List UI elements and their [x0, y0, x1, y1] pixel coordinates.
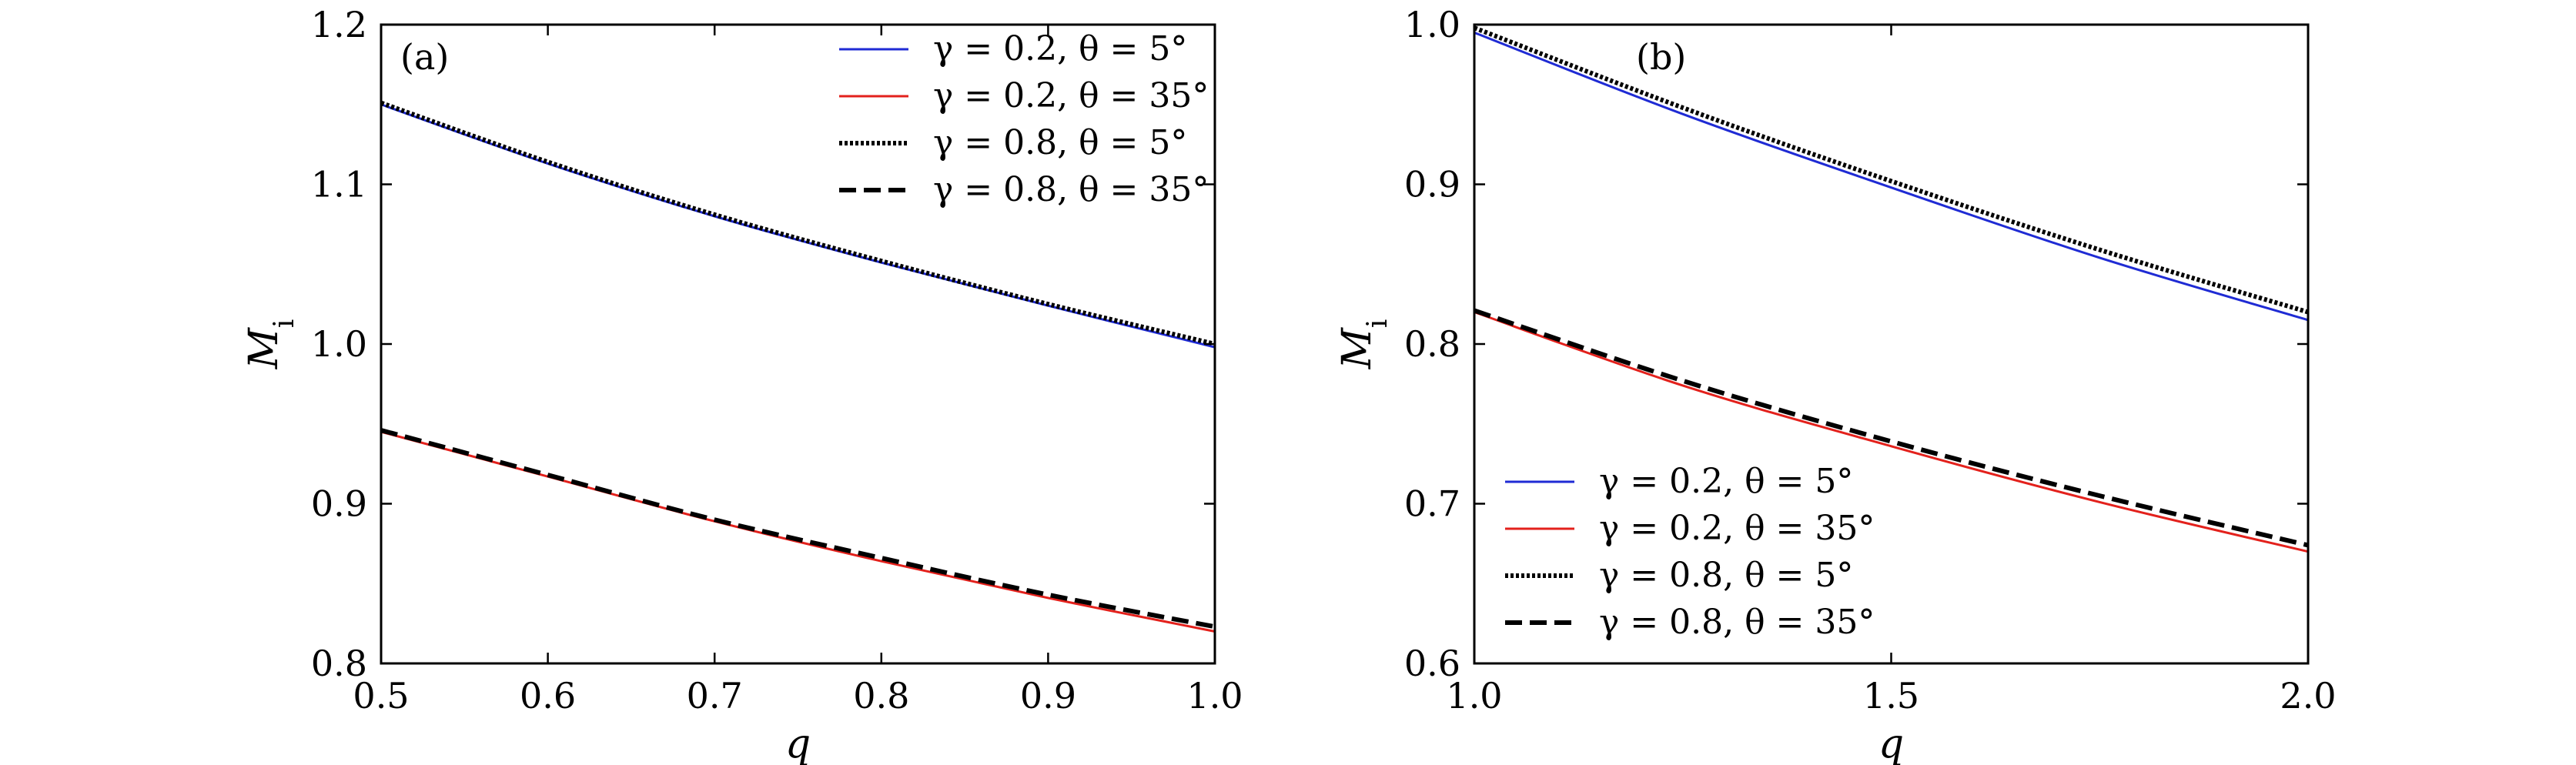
legend-label-1: γ = 0.2, θ = 5°	[1599, 462, 1853, 501]
y-tick-label: 0.7	[1404, 483, 1460, 525]
y-tick-label: 0.6	[1404, 643, 1460, 684]
y-tick-label: 1.2	[311, 4, 367, 45]
legend-label-3: γ = 0.8, θ = 5°	[1599, 556, 1853, 595]
x-tick-label: 1.5	[1863, 675, 1919, 717]
series-line-3	[380, 100, 1216, 346]
series-line-3	[1473, 25, 2309, 315]
y-axis-label-subscript: i	[269, 319, 300, 329]
x-tick-label: 1.0	[1446, 675, 1502, 717]
series-line-4	[380, 428, 1216, 630]
panel-a: 0.5 0.6 0.7 0.8 0.9 1.0 0.8 0.9 1.0 1.1 1.2 q Mi (a) γ…	[241, 4, 1243, 765]
y-axis-label: Mi	[241, 319, 300, 370]
x-tick-label: 0.9	[1020, 675, 1076, 717]
legend-label-4: γ = 0.8, θ = 35°	[933, 170, 1209, 209]
legend-label-3: γ = 0.8, θ = 5°	[933, 123, 1187, 162]
series-line-1	[1474, 31, 2309, 322]
y-tick-label: 1.1	[311, 164, 367, 205]
panel-tag: (b)	[1636, 36, 1686, 78]
x-tick-label: 0.8	[853, 675, 909, 717]
y-axis-label: Mi	[1334, 319, 1393, 370]
series-line-4	[1474, 308, 2309, 548]
x-axis-label: q	[1878, 721, 1904, 765]
y-tick-label: 0.8	[1404, 323, 1460, 365]
panel-b: 1.0 1.5 2.0 0.6 0.7 0.8 0.9 1.0 q Mi (b) γ = 0.2, θ…	[1334, 4, 2337, 765]
y-tick-label: 0.9	[311, 483, 367, 525]
panel-tag: (a)	[400, 36, 449, 78]
legend-label-4: γ = 0.8, θ = 35°	[1599, 603, 1875, 642]
x-tick-label: 2.0	[2280, 675, 2336, 717]
x-tick-label: 1.0	[1186, 675, 1243, 717]
y-tick-label: 0.8	[311, 643, 367, 684]
x-axis-label: q	[785, 721, 811, 765]
x-tick-label: 0.5	[353, 675, 409, 717]
x-tick-label: 0.7	[687, 675, 743, 717]
y-tick-label: 0.9	[1404, 164, 1460, 205]
x-tick-label: 0.6	[520, 675, 576, 717]
legend-label-2: γ = 0.2, θ = 35°	[1599, 509, 1875, 548]
y-axis-label-subscript: i	[1362, 319, 1393, 329]
legend-label-1: γ = 0.2, θ = 5°	[933, 29, 1187, 68]
y-tick-label: 1.0	[1404, 4, 1460, 45]
y-tick-label: 1.0	[311, 323, 367, 365]
series-line-2	[1474, 311, 2309, 553]
plot-frame	[380, 23, 1216, 665]
legend-label-2: γ = 0.2, θ = 35°	[933, 76, 1209, 115]
